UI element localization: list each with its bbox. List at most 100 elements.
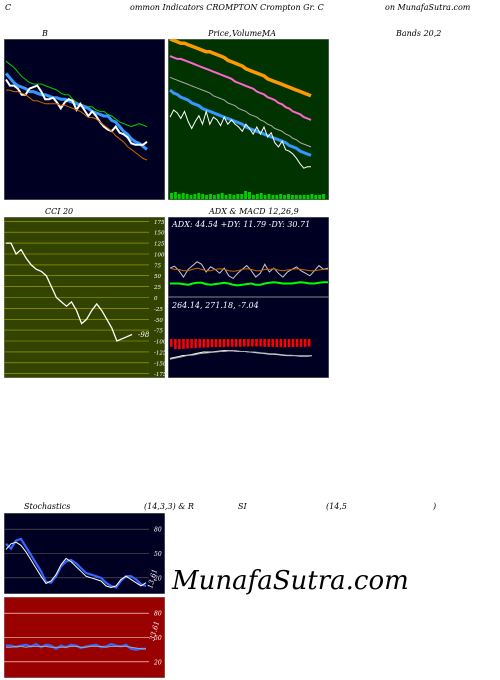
volume-bar: [302, 195, 306, 199]
macd-histogram-bar: [202, 339, 206, 348]
cci-tick-label: 125: [154, 242, 165, 248]
volume-bar: [205, 195, 209, 199]
price-ma-series-0: [169, 39, 312, 98]
volume-bar: [279, 194, 283, 199]
bollinger-background: [4, 39, 165, 200]
header-left: C: [5, 3, 12, 12]
macd-annotation: 264.14, 271.18, -7.04: [171, 301, 259, 310]
macd-histogram-bar: [303, 339, 307, 347]
stochastics-series-1: [5, 541, 147, 589]
macd-histogram-bar: [230, 339, 234, 347]
macd-histogram-bar: [218, 339, 222, 348]
cci-tick-label: -75: [154, 329, 163, 335]
rsi-lines: [6, 642, 146, 651]
cci-last-value: -98: [138, 331, 150, 339]
stoch-label-d: (14,5: [326, 502, 347, 511]
price-ma-series-3: [169, 88, 312, 157]
cci-tick-label: -25: [154, 307, 163, 313]
rsi-series-0: [6, 642, 146, 651]
stoch-label-e: ): [433, 502, 437, 511]
volume-bar: [240, 194, 244, 199]
volume-bars: [170, 191, 326, 199]
volume-bar: [177, 194, 181, 199]
volume-bar: [228, 194, 232, 199]
volume-bar: [263, 195, 267, 199]
cci-chart: 175 150 125 100 75 50 25 0 -25 -50 -75 -100 -125 -150…: [4, 217, 165, 378]
macd-histogram-bar: [239, 339, 242, 347]
adx-series-0: [169, 261, 329, 280]
adx-series-2: [170, 281, 328, 287]
cci-tick-label: 150: [154, 231, 165, 237]
bollinger-chart: [4, 39, 165, 200]
macd-histogram-bar: [182, 339, 185, 349]
volume-bar: [310, 194, 314, 199]
rsi-tick-label: 50: [154, 635, 162, 642]
cci-tick-label: -125: [154, 350, 165, 356]
price-ma-series-1: [169, 55, 312, 121]
volume-bar: [193, 194, 197, 199]
volume-bar: [170, 193, 173, 199]
price-ma-lines: [169, 39, 312, 169]
cci-series: [6, 242, 133, 342]
volume-bar: [232, 195, 236, 199]
rsi-tick-label: 20: [153, 659, 162, 666]
volume-bar: [271, 195, 275, 199]
macd-histogram-bar: [287, 339, 291, 348]
adx-annotation: ADX: 44.54 +DY: 11.79 -DY: 30.71: [171, 220, 310, 229]
bollinger-series-1: [4, 72, 148, 151]
price-ma-series-2: [169, 76, 312, 148]
macd-histogram-bar: [190, 339, 193, 349]
macd-histogram-bar: [271, 339, 274, 347]
macd-histogram-bar: [226, 339, 230, 347]
macd-histogram-bar: [243, 339, 246, 347]
volume-bar: [248, 192, 251, 199]
macd-histogram-bar: [267, 339, 270, 347]
volume-bar: [255, 194, 259, 199]
price-label: Price,: [208, 29, 232, 38]
volume-bar: [209, 194, 212, 199]
header-site: on MunafaSutra.com: [385, 3, 471, 12]
macd-histogram-bar: [275, 339, 279, 348]
cci-tick-label: 0: [154, 296, 158, 302]
macd-histogram-bar: [194, 339, 197, 348]
rsi-gridlines: 80 50 20: [4, 611, 162, 666]
volume-bar: [283, 195, 287, 199]
cci-tick-label: 175: [154, 220, 165, 226]
macd-histogram-bar: [279, 339, 283, 348]
cci-tick-label: -150: [154, 361, 165, 367]
price-ma-series-4: [169, 109, 311, 169]
macd-histogram-bar: [307, 339, 311, 347]
volume-bar: [294, 195, 298, 199]
volume-bar: [181, 193, 185, 199]
volume-bar: [201, 194, 205, 199]
bands-right-label: Bands 20,2: [396, 29, 442, 38]
price-ma-background: [168, 39, 329, 200]
cci-tick-label: -50: [154, 318, 163, 324]
volume-bar: [236, 194, 240, 199]
volume-bar: [224, 195, 228, 199]
bbands-label: B: [42, 29, 48, 38]
macd-histogram-bar: [295, 339, 299, 347]
ma-label: MA: [262, 29, 276, 38]
volume-bar: [251, 195, 255, 199]
volume-bar: [212, 195, 216, 199]
macd-histogram-bar: [186, 339, 189, 349]
cci-tick-label: 75: [154, 263, 161, 269]
macd-bars: [170, 339, 311, 350]
macd-histogram-bar: [247, 339, 250, 347]
macd-histogram-bar: [255, 339, 258, 347]
stoch-label-b: (14,3,3) & R: [144, 502, 194, 511]
stoch-label-c: SI: [238, 502, 247, 511]
stochastics-tick-label: 50: [154, 551, 162, 558]
macd-histogram-bar: [206, 339, 210, 348]
adx-series-1: [169, 267, 328, 272]
stochastics-lines: [5, 537, 147, 589]
macd-histogram-bar: [198, 339, 201, 348]
stochastics-series-0: [5, 537, 147, 589]
rsi-tick-label: 80: [154, 611, 162, 618]
volume-bar: [185, 194, 189, 199]
adx-lines: [169, 261, 329, 287]
volume-bar: [197, 193, 201, 199]
